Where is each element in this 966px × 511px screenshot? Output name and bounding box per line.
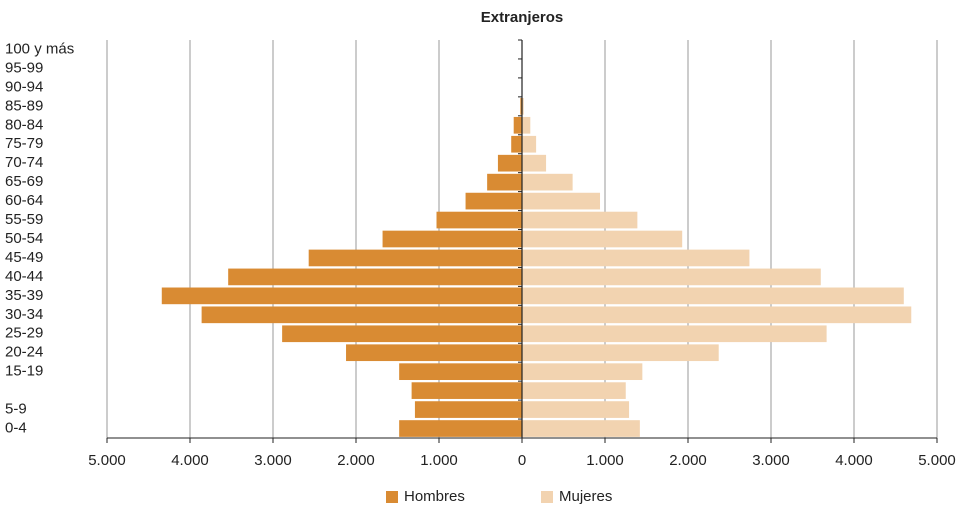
y-tick-label: 0-4 [5, 419, 27, 436]
y-tick-label: 80-84 [5, 116, 43, 133]
bar [522, 325, 827, 343]
bar [497, 154, 522, 172]
bar [382, 230, 522, 248]
x-tick-label: 4.000 [171, 452, 209, 469]
x-tick-label: 0 [518, 452, 526, 469]
y-tick-label: 30-34 [5, 306, 43, 323]
bar [522, 344, 719, 362]
bar [522, 135, 537, 153]
y-tick-label: 25-29 [5, 325, 43, 342]
x-tick-label: 1.000 [586, 452, 624, 469]
x-tick-label: 2.000 [337, 452, 375, 469]
bar [522, 211, 638, 229]
bar [522, 306, 912, 324]
bar [522, 230, 683, 248]
bar [522, 382, 626, 399]
bar [228, 268, 522, 286]
x-tick-label: 5.000 [918, 452, 956, 469]
y-tick-label: 50-54 [5, 230, 43, 247]
bar [161, 287, 522, 305]
bar [308, 249, 522, 267]
x-tick-label: 1.000 [420, 452, 458, 469]
y-tick-label: 90-94 [5, 78, 43, 95]
legend-swatch [386, 491, 398, 503]
bar [399, 420, 522, 437]
y-tick-label: 60-64 [5, 192, 43, 209]
y-tick-label: 20-24 [5, 344, 43, 361]
x-tick-label: 4.000 [835, 452, 873, 469]
bar [399, 363, 522, 381]
y-tick-label: 55-59 [5, 211, 43, 228]
bar [511, 135, 522, 153]
bar [522, 116, 531, 134]
y-tick-label: 45-49 [5, 249, 43, 266]
bar [522, 401, 630, 418]
y-tick-label: 70-74 [5, 154, 43, 171]
bar [436, 211, 522, 229]
bar [522, 249, 750, 267]
bar [346, 344, 522, 362]
legend-label: Hombres [404, 488, 465, 505]
y-tick-label: 85-89 [5, 97, 43, 114]
bar [520, 97, 522, 115]
y-tick-label: 95-99 [5, 59, 43, 76]
y-tick-label: 40-44 [5, 268, 43, 285]
bar [522, 192, 601, 210]
y-tick-label: 100 y más [5, 40, 74, 57]
x-tick-label: 2.000 [669, 452, 707, 469]
y-tick-label: 75-79 [5, 135, 43, 152]
legend-swatch [541, 491, 553, 503]
bar [465, 192, 522, 210]
y-tick-label: 35-39 [5, 287, 43, 304]
y-tick-label: 5-9 [5, 401, 27, 418]
chart-title: Extranjeros [481, 9, 564, 26]
bar [522, 268, 821, 286]
y-tick-label: 65-69 [5, 173, 43, 190]
bar [522, 173, 573, 191]
bar [282, 325, 522, 343]
bar [414, 401, 522, 418]
x-tick-label: 5.000 [88, 452, 126, 469]
bar [522, 154, 547, 172]
x-tick-label: 3.000 [752, 452, 790, 469]
bar [411, 382, 522, 399]
bar [522, 287, 904, 305]
bar [522, 420, 640, 437]
y-tick-label: 15-19 [5, 363, 43, 380]
bar [522, 363, 643, 381]
bar [522, 97, 524, 115]
bar [201, 306, 522, 324]
legend-label: Mujeres [559, 488, 612, 505]
bar [487, 173, 522, 191]
x-tick-label: 3.000 [254, 452, 292, 469]
bar [513, 116, 522, 134]
